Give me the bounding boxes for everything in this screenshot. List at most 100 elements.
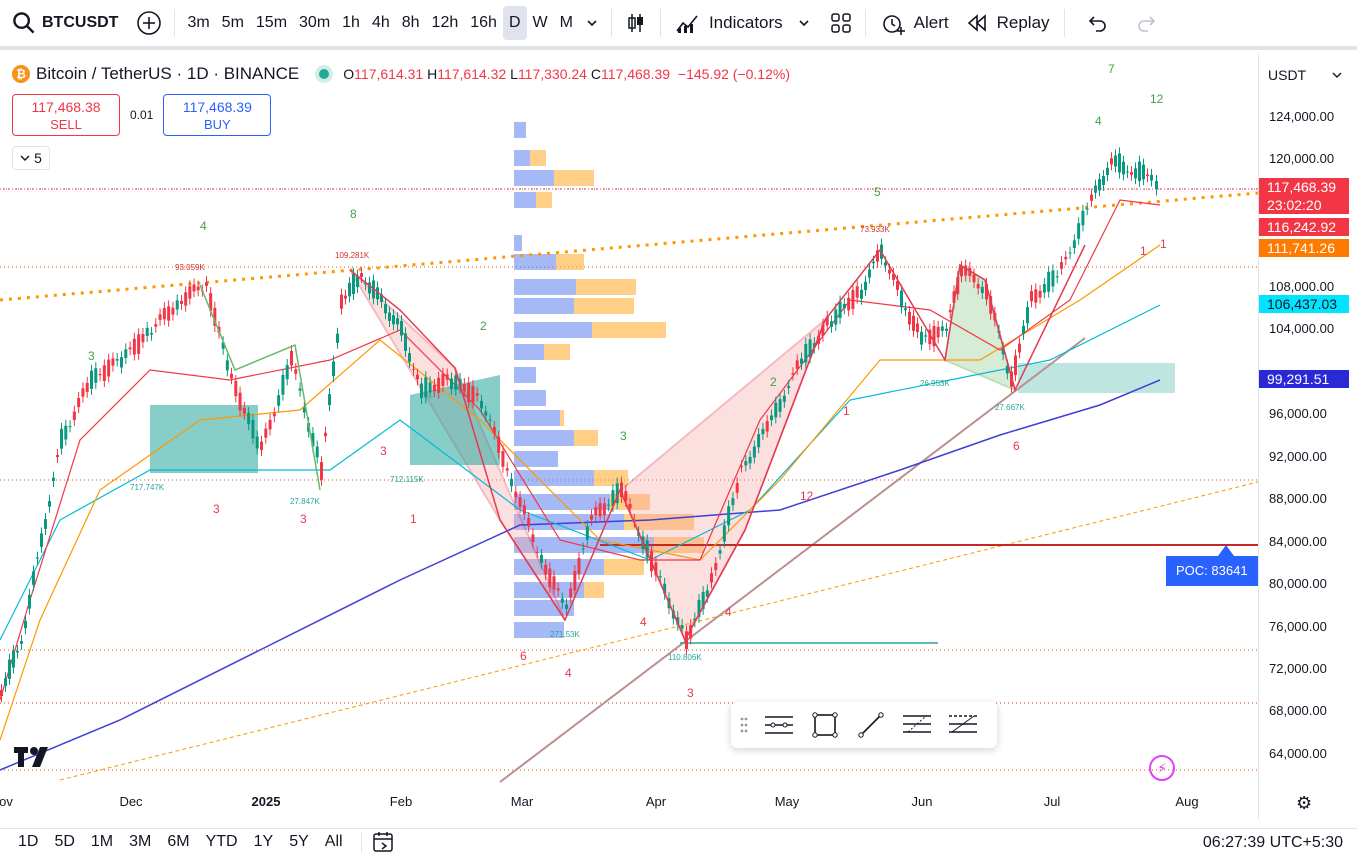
chart-canvas[interactable]: 717.747K712.115K27.847K271.53K110.806K26… [0,54,1258,819]
spread-value: 0.01 [130,108,154,122]
timeframe-1h[interactable]: 1h [342,14,360,31]
candle-body [77,398,81,408]
time-axis-label: 2025 [251,794,281,809]
timeframe-5m[interactable]: 5m [221,14,244,31]
indicators-button[interactable]: Indicators [667,6,791,40]
trend-line-tool-icon[interactable] [855,709,887,741]
rectangle-tool-icon[interactable] [809,709,841,741]
volume-profile-bar [514,322,592,338]
range-1m[interactable]: 1M [90,833,114,850]
timeframe-dropdown[interactable] [579,6,605,40]
timeframe-d[interactable]: D [502,6,527,40]
time-axis[interactable]: ov Dec 2025 Feb Mar Apr May Jun Jul Aug [0,790,1258,816]
volume-profile-bar [514,279,576,295]
clock-timezone[interactable]: 06:27:39 UTC+5:30 [1202,834,1343,851]
trade-panel: 117,468.38 SELL 0.01 117,468.39 BUY [12,94,272,136]
timeframe-12h[interactable]: 12h [431,14,459,31]
chart-pane[interactable]: 717.747K 712.115K 27.847K 271.53K 110.806K 26… [0,54,1357,819]
horizontal-lines-tool-icon[interactable] [763,709,795,741]
range-1y[interactable]: 1Y [253,833,274,850]
range-ytd[interactable]: YTD [205,833,238,850]
fib-tool-icon[interactable] [901,709,933,741]
timeframe-w[interactable]: W [532,14,548,31]
undo-button[interactable] [1079,6,1115,40]
candle-body [1130,172,1133,175]
symbol-search[interactable]: BTCUSDT [0,0,130,46]
sequence-count-label: 3 [213,502,220,516]
lightning-icon[interactable]: ⚡ [1149,755,1175,781]
candle-body [808,339,812,358]
candle-body [120,357,123,368]
candle-body [352,273,355,294]
buy-button[interactable]: 117,468.39 BUY [163,94,272,136]
range-6m[interactable]: 6M [167,833,190,850]
sequence-count-label: 7 [1108,62,1115,76]
price-scale[interactable]: 124,000.00 120,000.00 108,000.00 104,000.00… [1258,54,1357,819]
parallel-channel-tool-icon[interactable] [947,709,979,741]
candle-body [800,358,803,364]
range-3m[interactable]: 3M [129,833,152,850]
volume-profile-bar [514,367,536,383]
indicators-dropdown[interactable] [791,6,817,40]
candle-body [81,388,85,397]
date-range-button[interactable] [372,831,396,853]
timeframe-4h[interactable]: 4h [371,14,390,31]
timeframe-m[interactable]: M [559,14,573,31]
candle-body [72,411,76,420]
timeframe-8h[interactable]: 8h [401,14,420,31]
moving-average-line [0,244,1161,741]
volume-profile-bar [514,470,594,486]
layouts-button[interactable] [823,6,859,40]
volume-profile-bar [514,537,654,553]
chart-type-button[interactable] [618,6,654,40]
sell-button[interactable]: 117,468.38 SELL [12,94,120,136]
currency-selector[interactable]: USDT [1262,63,1348,87]
timeframe-30m[interactable]: 30m [299,14,331,31]
candle-body [272,413,276,417]
indicators-collapse-toggle[interactable]: 5 [12,146,50,170]
zigzag-line [349,244,1086,642]
redo-button[interactable] [1129,6,1165,40]
timeframe-16h[interactable]: 16h [470,14,497,31]
indicators-count: 5 [34,150,42,166]
candle-body [518,497,522,508]
volume-annotation: 26.953K [920,379,950,388]
range-5d[interactable]: 5D [54,833,75,850]
timeframe-15m[interactable]: 15m [255,14,288,31]
candle-body [344,295,347,299]
candle-body [428,382,432,393]
settings-gear-icon[interactable]: ⚙ [1296,793,1313,813]
candle-body [467,382,471,403]
drag-handle-icon[interactable] [739,709,749,741]
plus-circle-icon [137,11,162,35]
price-scale-label: 96,000.00 [1269,406,1327,422]
sequence-count-label: 5 [874,185,881,199]
candle-body [594,507,598,516]
bar-countdown: 23:02:20 [1267,197,1322,213]
volume-profile-bar [514,192,536,208]
candle-body [825,316,829,326]
volume-annotation: 271.53K [550,630,580,639]
legend-title[interactable]: Bitcoin / TetherUS · 1D · BINANCE [36,64,300,83]
volume-profile-bar [514,122,526,138]
candle-body [1072,240,1076,248]
range-all[interactable]: All [324,833,343,850]
chevron-down-icon [587,20,597,27]
candle-body [441,373,445,386]
candle-body [569,588,573,598]
alert-button[interactable]: Alert [872,6,957,40]
candle-body [795,360,799,369]
compare-symbol-button[interactable] [130,6,168,40]
toolbar-divider [174,9,176,37]
tradingview-logo-icon [14,747,48,767]
replay-button[interactable]: Replay [957,6,1058,40]
candle-body [1114,155,1117,167]
volume-profile-bar [576,279,636,295]
timeframe-3m[interactable]: 3m [187,14,210,31]
range-1d[interactable]: 1D [18,833,39,850]
range-5y[interactable]: 5Y [289,833,309,850]
candle-body [171,307,175,315]
symbol-name: BTCUSDT [42,14,119,31]
candle-body [581,548,585,550]
